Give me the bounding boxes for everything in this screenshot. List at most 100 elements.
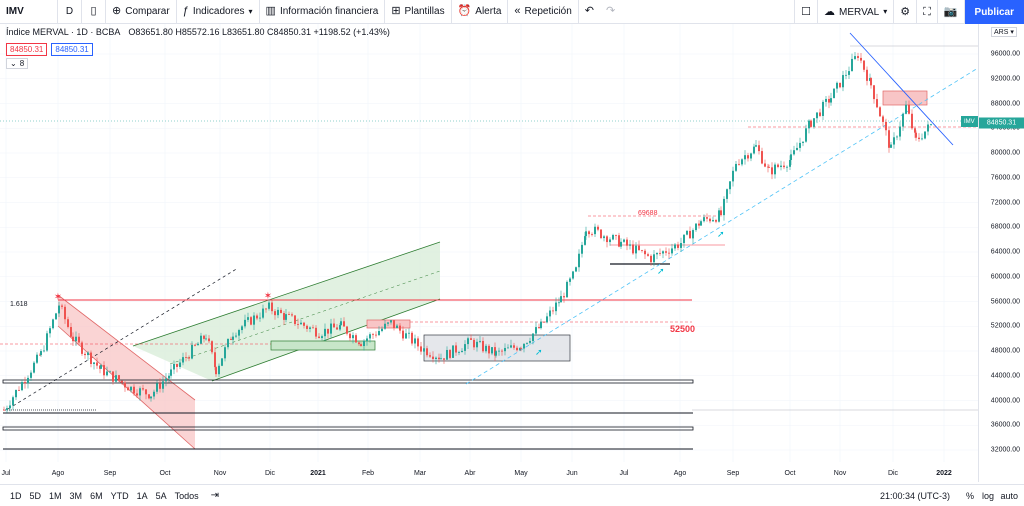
- compare-button[interactable]: ⊕ Comparar: [106, 0, 177, 24]
- range-button-5d[interactable]: 5D: [29, 490, 42, 501]
- price-chart[interactable]: ✶ ✶ ➚ ➚ ➚ 1.618 69688 52500: [0, 24, 978, 482]
- chevron-down-icon: ⌄: [10, 59, 17, 68]
- candle-body: [232, 336, 234, 340]
- time-tick: Nov: [213, 470, 227, 477]
- templates-button[interactable]: ⊞ Plantillas: [385, 0, 452, 24]
- financials-button[interactable]: ▥ Información financiera: [260, 0, 386, 24]
- candle-body: [479, 340, 481, 342]
- range-button-5a[interactable]: 5A: [155, 490, 167, 501]
- candle-body: [876, 99, 878, 108]
- candle-body: [343, 321, 345, 327]
- candle-body: [703, 217, 705, 222]
- replay-button[interactable]: « Repetición: [508, 0, 579, 24]
- candle-body: [61, 305, 63, 307]
- candle-body: [882, 116, 884, 122]
- candle-body: [780, 165, 782, 167]
- bull-channel-fill: [133, 242, 440, 381]
- settings-button[interactable]: ⚙: [894, 0, 918, 24]
- time-tick: 2021: [310, 470, 326, 477]
- time-tick: Abr: [464, 470, 476, 477]
- range-button-1d[interactable]: 1D: [10, 490, 22, 501]
- function-icon: ƒ: [182, 5, 189, 17]
- buy-price-box[interactable]: 84850.31: [51, 43, 93, 56]
- bars-icon: ▥: [265, 5, 276, 17]
- candle-body: [629, 244, 631, 246]
- candle-body: [200, 335, 202, 344]
- indicators-collapse[interactable]: ⌄ 8: [6, 58, 29, 69]
- auto-toggle[interactable]: auto: [1000, 490, 1018, 501]
- candle-body: [256, 315, 258, 319]
- range-button-1m[interactable]: 1M: [49, 490, 62, 501]
- range-button-3m[interactable]: 3M: [69, 490, 83, 501]
- price-axis[interactable]: 96000.0092000.0088000.0084000.0080000.00…: [978, 24, 1024, 482]
- percent-toggle[interactable]: %: [965, 490, 974, 501]
- log-toggle[interactable]: log: [981, 490, 994, 501]
- redo-button[interactable]: ↷: [600, 0, 621, 24]
- candle-body: [194, 344, 196, 346]
- interval-button[interactable]: D: [58, 0, 82, 24]
- time-tick: 2022: [936, 470, 952, 477]
- gray-range-box: [423, 334, 571, 362]
- candle-body: [106, 371, 108, 376]
- bottom-bar: 1D 5D 1M 3M 6M YTD 1A 5A Todos ⇥ 21:00:34 (UTC-3…: [0, 484, 1024, 506]
- candle-body: [142, 388, 144, 390]
- candle-body: [130, 386, 132, 391]
- current-price-label: 84850.31: [979, 117, 1024, 129]
- candle-body: [485, 345, 487, 352]
- candle-body: [647, 254, 649, 256]
- candle-body: [75, 336, 77, 342]
- candle-body: [6, 408, 8, 410]
- candle-body: [538, 327, 540, 329]
- candle-body: [268, 302, 270, 309]
- price-tick: 40000.00: [990, 397, 1020, 404]
- time-axis[interactable]: Jul Ago Sep Oct Nov Dic 2021 Feb Mar Abr May Jun Jul…: [0, 462, 978, 482]
- green-consolidation-box: [270, 340, 376, 351]
- timezone-clock[interactable]: 21:00:34 (UTC-3): [879, 490, 950, 501]
- range-button-ytd[interactable]: YTD: [110, 490, 129, 501]
- candles-icon: ▯: [90, 5, 97, 17]
- fullscreen-button[interactable]: ⛶: [917, 0, 938, 24]
- time-tick: Oct: [159, 470, 171, 477]
- candle-body: [585, 231, 587, 237]
- candle-body: [346, 326, 348, 334]
- range-button-1a[interactable]: 1A: [136, 490, 148, 501]
- candle-body: [789, 159, 791, 167]
- candle-body: [455, 345, 457, 353]
- candle-body: [291, 314, 293, 316]
- chart-type-button[interactable]: ▯: [82, 0, 106, 24]
- red-resistance-box: [366, 319, 411, 329]
- undo-button[interactable]: ↶: [579, 0, 600, 24]
- candle-body: [30, 372, 32, 378]
- layout-name-button[interactable]: ☁ MERVAL ▾: [818, 0, 895, 24]
- snapshot-button[interactable]: 📷: [938, 0, 965, 24]
- range-button-6m[interactable]: 6M: [90, 490, 103, 501]
- symbol-search[interactable]: IMV: [0, 0, 58, 24]
- candle-body: [566, 281, 568, 298]
- candle-body: [426, 348, 428, 356]
- currency-badge[interactable]: ARS ▾: [991, 27, 1017, 37]
- candle-body: [597, 226, 599, 230]
- indicators-button[interactable]: ƒ Indicadores ▾: [177, 0, 260, 24]
- candle-body: [283, 313, 285, 320]
- candle-body: [813, 118, 815, 127]
- candle-body: [513, 345, 515, 348]
- bear-channel-fill: [58, 295, 195, 449]
- candle-body: [899, 126, 901, 137]
- candle-body: [58, 305, 60, 314]
- range-button-todos[interactable]: Todos: [174, 490, 199, 501]
- price-tick: 64000.00: [990, 248, 1020, 256]
- price-tick: 68000.00: [990, 223, 1020, 231]
- candle-body: [761, 151, 763, 164]
- candle-body: [372, 334, 374, 336]
- sell-price-box[interactable]: 84850.31: [6, 43, 48, 56]
- candle-body: [860, 57, 862, 61]
- alert-button[interactable]: ⏰ Alerta: [452, 0, 509, 24]
- price-tick: 48000.00: [990, 347, 1020, 355]
- candle-body: [294, 315, 296, 325]
- layout-toggle[interactable]: ☐: [794, 0, 819, 24]
- candle-body: [81, 342, 83, 354]
- star-marker-aug: ✶: [54, 292, 62, 303]
- date-range-icon[interactable]: ⇥: [210, 490, 220, 501]
- redo-icon: ↷: [606, 5, 616, 17]
- publish-button[interactable]: Publicar: [964, 0, 1024, 24]
